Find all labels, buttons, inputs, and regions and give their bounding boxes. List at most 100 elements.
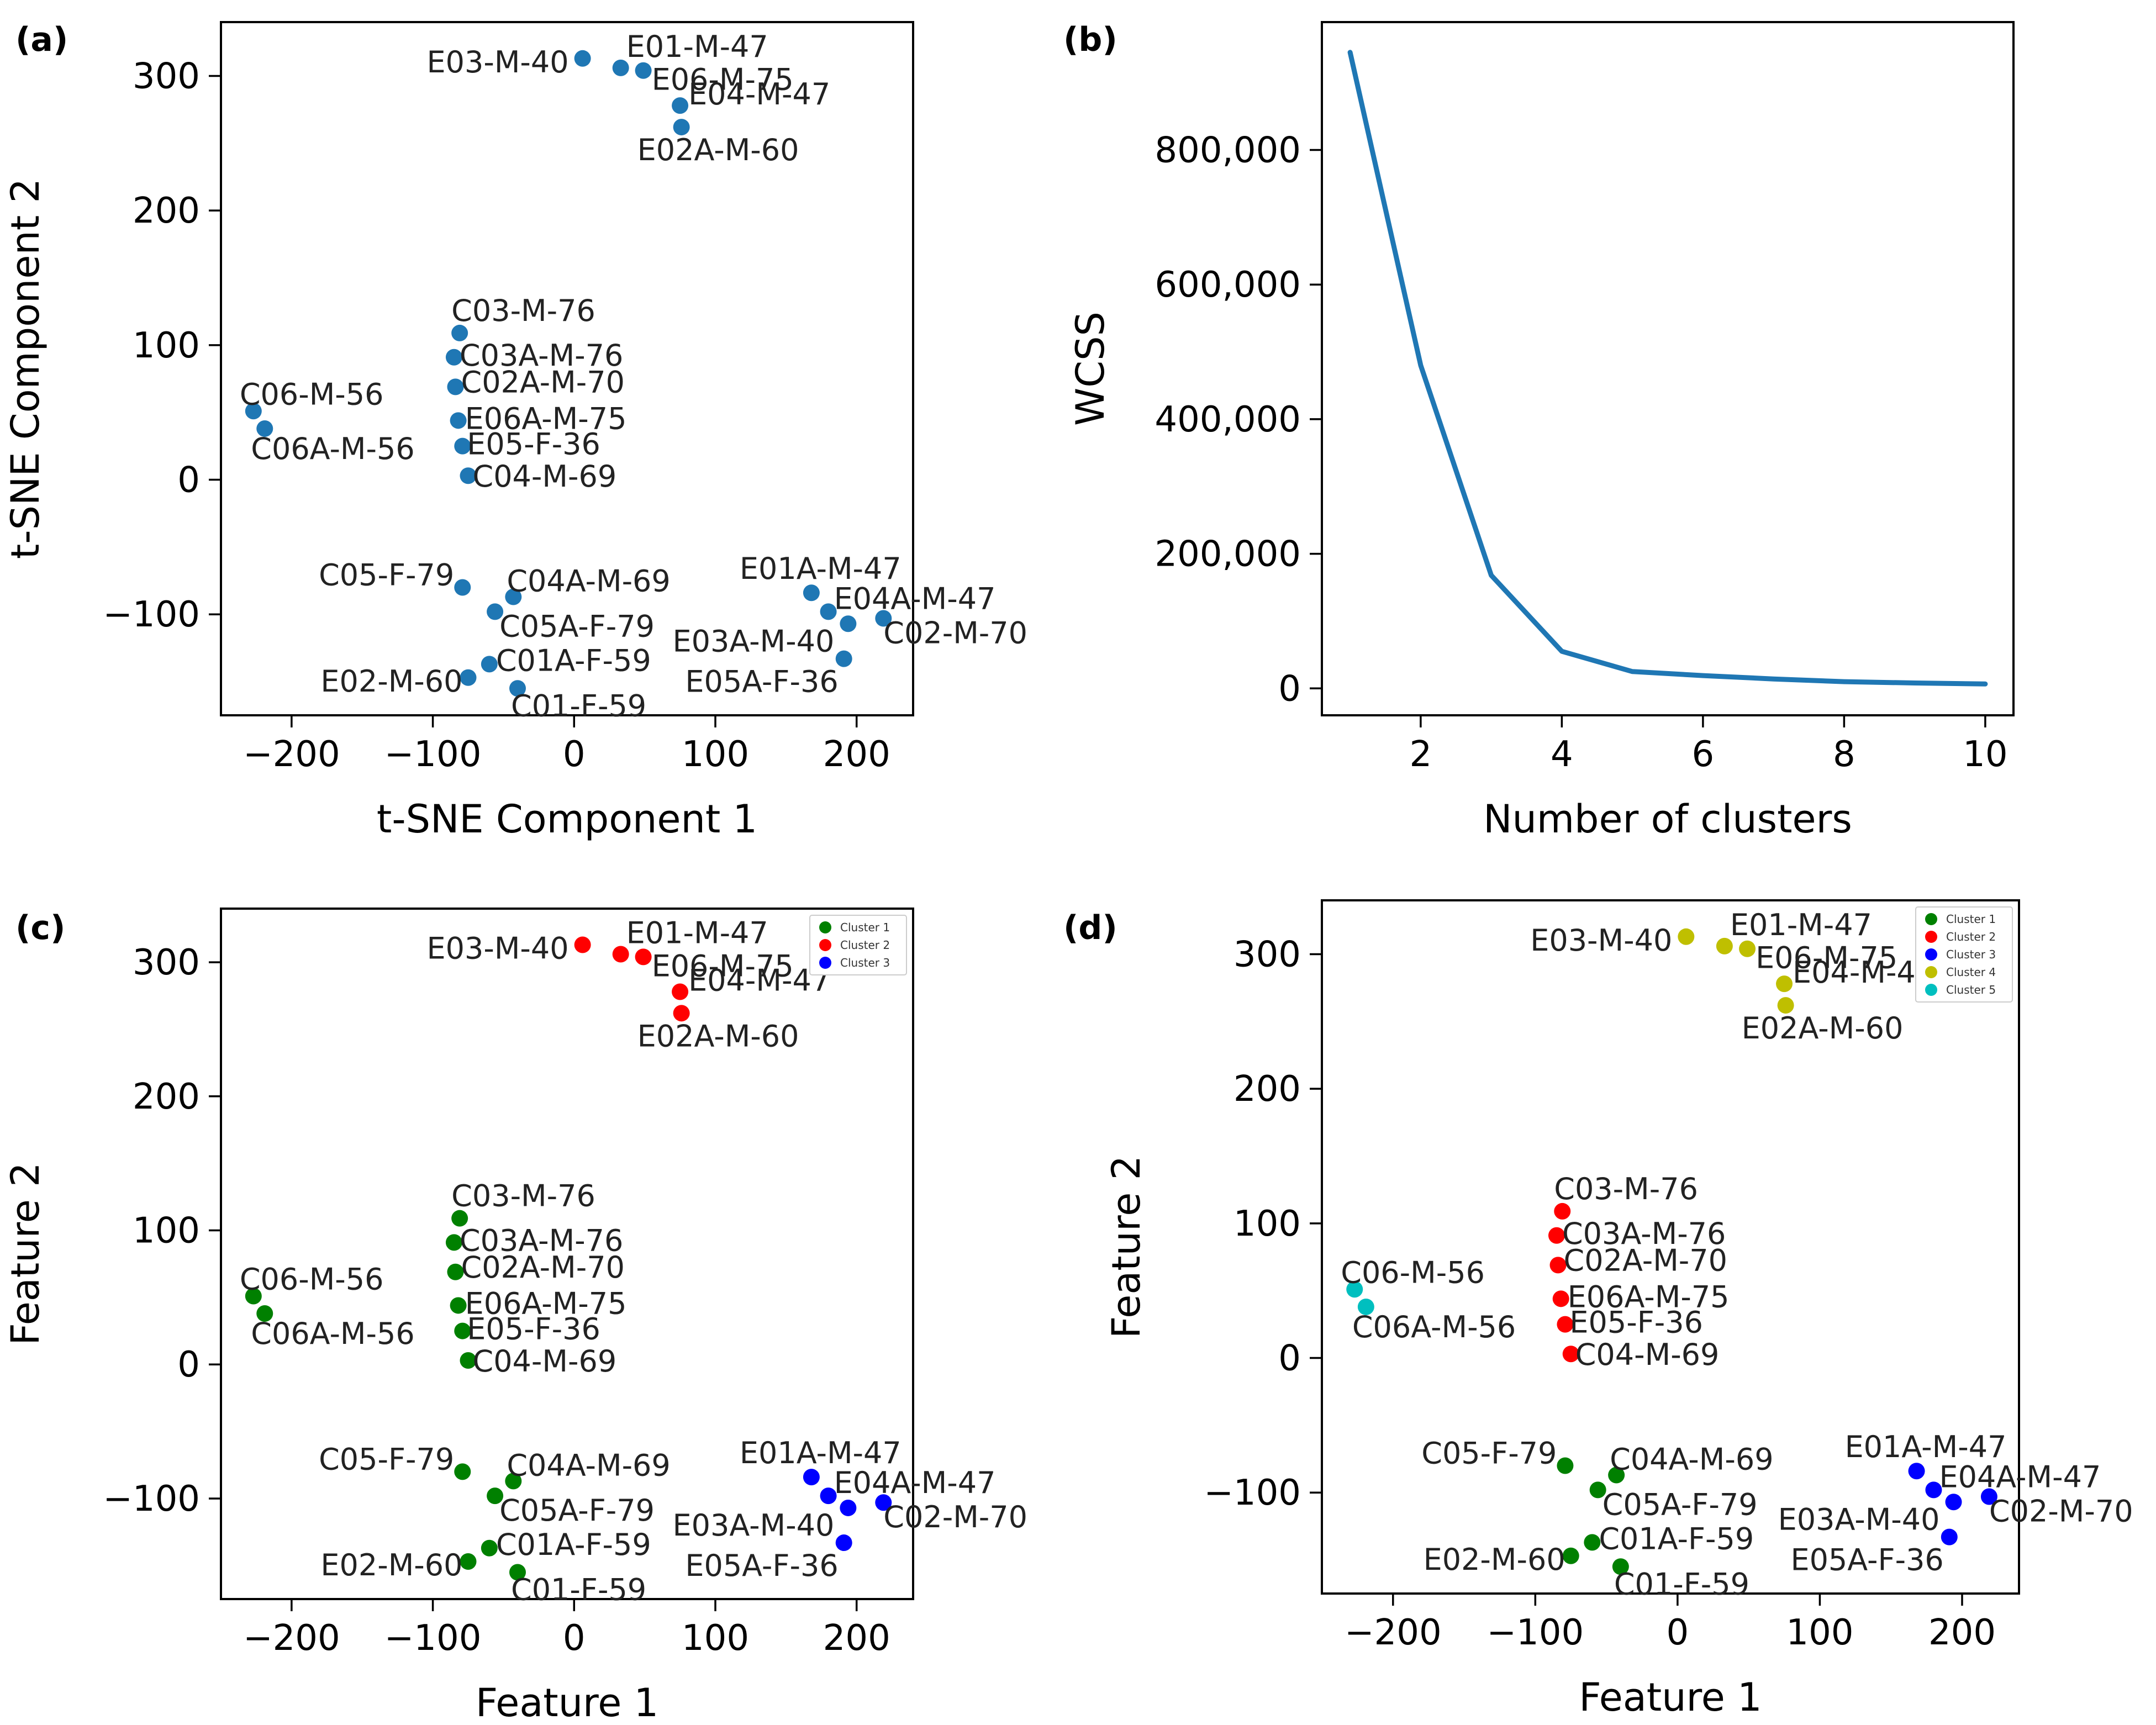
data-point bbox=[1739, 940, 1756, 957]
point-label: C06-M-56 bbox=[1341, 1255, 1485, 1290]
data-point bbox=[1777, 997, 1794, 1014]
point-label: E03A-M-40 bbox=[1778, 1502, 1940, 1537]
point-label: E02-M-60 bbox=[320, 664, 462, 699]
legend-label: Cluster 1 bbox=[1946, 912, 1996, 926]
point-label: E02-M-60 bbox=[320, 1548, 462, 1582]
data-point bbox=[820, 1487, 837, 1505]
data-point bbox=[256, 1305, 273, 1322]
data-point bbox=[1549, 1257, 1567, 1274]
legend-marker bbox=[1925, 948, 1937, 961]
data-point bbox=[1716, 937, 1733, 954]
point-label: C05-F-79 bbox=[319, 1442, 454, 1476]
point-label: C01A-F-59 bbox=[496, 1527, 651, 1562]
point-label: E06A-M-75 bbox=[465, 1286, 627, 1321]
point-label: C03A-M-76 bbox=[460, 338, 623, 373]
panel-label: (b) bbox=[1063, 20, 1117, 59]
point-label: E01-M-47 bbox=[1730, 908, 1872, 942]
point-label: C04-M-69 bbox=[1575, 1337, 1720, 1372]
legend: Cluster 1 Cluster 2 Cluster 3 Cluster 4 Clus… bbox=[1915, 906, 2013, 1003]
panel-label: (c) bbox=[15, 909, 65, 947]
legend-label: Cluster 2 bbox=[840, 938, 890, 952]
data-point bbox=[481, 656, 498, 673]
data-point bbox=[635, 62, 652, 79]
y-tick-label: 200 bbox=[133, 1077, 200, 1117]
data-point bbox=[509, 680, 526, 697]
data-point bbox=[505, 1473, 522, 1490]
point-label: C04-M-69 bbox=[473, 459, 617, 494]
point-label: E05A-F-36 bbox=[685, 664, 838, 699]
x-tick-label: −200 bbox=[243, 1618, 340, 1659]
point-label: E06-M-75 bbox=[1756, 941, 1897, 975]
panel-b: (b) 2 4 6 8 10 0 200,000 400,000 600,000 800,000 Nu… bbox=[1063, 20, 2015, 842]
y-axis-label: WCSS bbox=[1068, 312, 1113, 426]
y-tick-label: 400,000 bbox=[1155, 399, 1301, 440]
legend-marker bbox=[1925, 913, 1937, 925]
point-label: E02A-M-60 bbox=[637, 133, 799, 167]
data-point bbox=[1589, 1481, 1606, 1499]
point-label: C03A-M-76 bbox=[460, 1223, 623, 1258]
y-tick-label: 300 bbox=[1233, 934, 1301, 975]
panel-d: (d) −200 −100 0 100 200 −100 0 100 200 300 Feature … bbox=[1063, 899, 2133, 1720]
point-label: C05A-F-79 bbox=[1602, 1487, 1758, 1522]
point-label: E02A-M-60 bbox=[1742, 1011, 1904, 1046]
x-axis-label: t-SNE Component 1 bbox=[377, 796, 757, 842]
point-label: E03A-M-40 bbox=[672, 624, 834, 658]
legend-box bbox=[809, 915, 907, 975]
point-label: E04-M-47 bbox=[1793, 955, 1934, 990]
point-label: E04-M-47 bbox=[688, 963, 830, 998]
legend-box bbox=[1915, 906, 2013, 1003]
point-label: E06A-M-75 bbox=[465, 401, 627, 436]
x-tick-label: −100 bbox=[1486, 1612, 1584, 1653]
legend-marker bbox=[819, 939, 831, 951]
data-point bbox=[1612, 1558, 1629, 1575]
y-axis-label: t-SNE Component 2 bbox=[3, 178, 48, 559]
data-point bbox=[1562, 1346, 1579, 1363]
data-point bbox=[1562, 1547, 1579, 1564]
y-tick-label: 300 bbox=[133, 942, 200, 983]
x-axis-label: Feature 1 bbox=[476, 1680, 658, 1725]
plot-frame bbox=[1321, 21, 2015, 716]
data-point bbox=[1346, 1281, 1363, 1298]
y-tick-label: 200 bbox=[1233, 1069, 1301, 1110]
data-point bbox=[447, 1263, 464, 1280]
x-tick-label: 10 bbox=[1963, 734, 2007, 775]
x-tick-label: 8 bbox=[1833, 734, 1855, 775]
x-tick-label: −100 bbox=[384, 1618, 482, 1659]
legend-label: Cluster 2 bbox=[1946, 930, 1996, 943]
data-point bbox=[803, 584, 820, 602]
y-tick-label: 0 bbox=[177, 1344, 200, 1385]
point-label: E04A-M-47 bbox=[834, 1465, 996, 1500]
point-label: C05A-F-79 bbox=[499, 609, 655, 643]
legend-marker bbox=[1925, 966, 1937, 978]
data-point bbox=[574, 936, 591, 953]
data-point bbox=[635, 948, 652, 966]
y-axis-label: Feature 2 bbox=[3, 1162, 48, 1345]
point-label: E05A-F-36 bbox=[1790, 1543, 1943, 1578]
data-point bbox=[447, 378, 464, 395]
legend-label: Cluster 3 bbox=[840, 956, 890, 969]
data-point bbox=[875, 610, 892, 627]
point-label: E03-M-40 bbox=[427, 931, 569, 966]
point-label: C04A-M-69 bbox=[507, 564, 670, 599]
point-label: E04-M-47 bbox=[688, 77, 830, 112]
data-point bbox=[487, 1487, 504, 1505]
panel-label: (d) bbox=[1063, 909, 1117, 947]
legend-label: Cluster 4 bbox=[1946, 966, 1996, 979]
panel-c: (c) −200 −100 0 100 200 −100 0 100 200 300 Feature … bbox=[3, 908, 1027, 1725]
point-label: E01-M-47 bbox=[626, 916, 768, 951]
point-label: C04A-M-69 bbox=[507, 1448, 670, 1483]
point-label: C02A-M-70 bbox=[461, 365, 624, 399]
x-tick-label: 2 bbox=[1409, 734, 1432, 775]
data-point bbox=[1557, 1457, 1574, 1474]
data-point bbox=[445, 349, 462, 366]
point-label: C03-M-76 bbox=[451, 293, 595, 328]
point-label: C02-M-70 bbox=[1989, 1494, 2133, 1529]
y-tick-label: 0 bbox=[1278, 1338, 1301, 1379]
legend-marker bbox=[1925, 931, 1937, 943]
data-point bbox=[612, 59, 629, 76]
legend-label: Cluster 1 bbox=[840, 921, 890, 934]
data-point bbox=[1776, 975, 1793, 993]
point-label: E06-M-75 bbox=[652, 62, 794, 97]
data-point bbox=[875, 1494, 892, 1511]
